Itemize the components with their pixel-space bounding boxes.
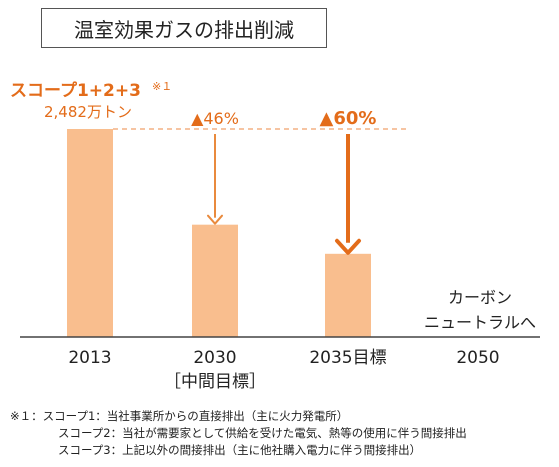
bar-2 [192,224,238,337]
base-value-label: 2,482万トン [44,103,132,121]
x-tick-label-3: 2035目標 [309,348,386,368]
reduction-arrow-head-1 [207,214,223,225]
bar-3 [325,253,371,337]
footnote-scope2: スコープ2：当社が需要家として供給を受けた電気、熱等の使用に伴う間接排出 [58,426,467,440]
footnote-scope3: スコープ3：上記以外の間接排出（主に他社購入電力に伴う間接排出） [58,443,422,457]
x-tick-sublabel-2: ［中間目標］ [164,372,266,392]
x-tick-label-2: 2030 [193,348,236,368]
reduction-label-2: ▲60% [320,108,377,129]
scope-footnote-mark: ※１ [152,80,173,93]
bar-1 [67,129,113,337]
scope-label: スコープ1+2+3 [10,81,141,101]
x-tick-label-1: 2013 [68,348,111,368]
footnote-scope1: ※１：スコープ1：当社事業所からの直接排出（主に火力発電所） [10,409,349,423]
reduction-arrow-head-2 [335,238,361,255]
carbon-neutral-line2: ニュートラルへ [423,313,536,332]
x-tick-label-4: 2050 [456,348,499,368]
footnote-block: ※１：スコープ1：当社事業所からの直接排出（主に火力発電所） スコープ2：当社が… [10,408,467,459]
carbon-neutral-label: カーボン ニュートラルへ [420,285,540,335]
chart-title: 温室効果ガスの排出削減 [41,8,327,48]
reduction-label-1: ▲46% [191,109,239,128]
carbon-neutral-line1: カーボン [447,288,512,307]
